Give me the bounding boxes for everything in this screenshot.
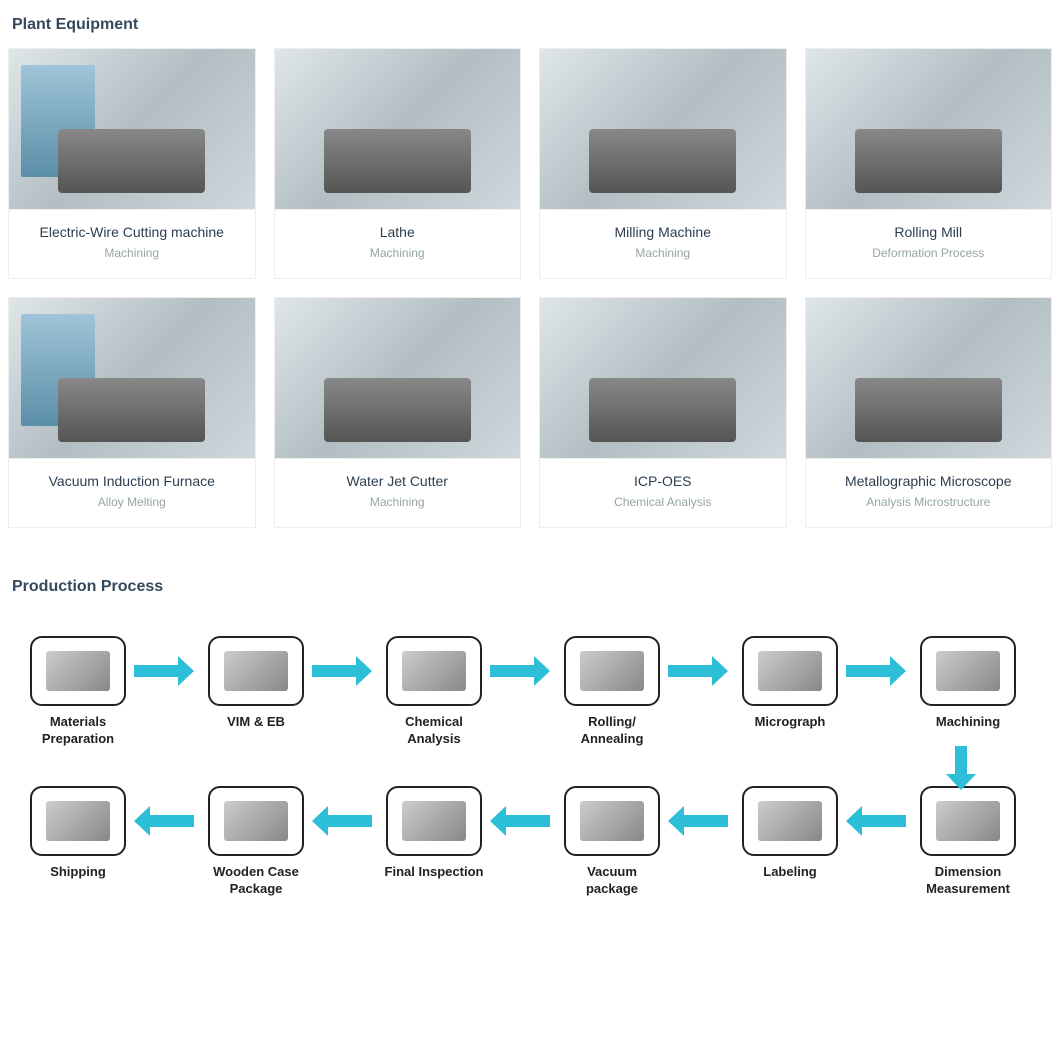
process-node-icon: [208, 636, 304, 706]
process-node: Shipping: [18, 786, 138, 881]
equipment-subtitle: Machining: [546, 246, 780, 260]
equipment-title: Metallographic Microscope: [812, 473, 1046, 489]
equipment-image: [540, 49, 786, 209]
equipment-subtitle: Machining: [281, 246, 515, 260]
process-node: Dimension Measurement: [908, 786, 1028, 898]
process-arrow: [946, 746, 976, 790]
equipment-title: Vacuum Induction Furnace: [15, 473, 249, 489]
equipment-image: [9, 49, 255, 209]
process-node-icon: [742, 636, 838, 706]
process-node: VIM & EB: [196, 636, 316, 731]
process-node-icon: [30, 636, 126, 706]
equipment-subtitle: Analysis Microstructure: [812, 495, 1046, 509]
process-node-label: Final Inspection: [385, 864, 484, 881]
equipment-image: [275, 298, 521, 458]
process-node: Micrograph: [730, 636, 850, 731]
process-arrow: [134, 806, 194, 836]
equipment-title: Milling Machine: [546, 224, 780, 240]
equipment-subtitle: Chemical Analysis: [546, 495, 780, 509]
equipment-card: Metallographic Microscope Analysis Micro…: [805, 297, 1053, 528]
equipment-subtitle: Deformation Process: [812, 246, 1046, 260]
process-node-label: Shipping: [50, 864, 106, 881]
process-node-label: Chemical Analysis: [405, 714, 463, 748]
equipment-image: [275, 49, 521, 209]
process-arrow: [134, 656, 194, 686]
process-node-label: Micrograph: [755, 714, 826, 731]
process-node-label: Vacuum package: [586, 864, 638, 898]
process-node-icon: [564, 636, 660, 706]
equipment-card: Lathe Machining: [274, 48, 522, 279]
equipment-image: [9, 298, 255, 458]
equipment-title: Rolling Mill: [812, 224, 1046, 240]
process-node: Wooden Case Package: [196, 786, 316, 898]
process-arrow: [846, 656, 906, 686]
equipment-grid: Electric-Wire Cutting machine Machining …: [8, 48, 1052, 528]
process-arrow: [668, 656, 728, 686]
process-node: Vacuum package: [552, 786, 672, 898]
production-process-heading: Production Process: [12, 578, 1052, 596]
process-node-icon: [30, 786, 126, 856]
process-arrow: [846, 806, 906, 836]
equipment-title: Lathe: [281, 224, 515, 240]
equipment-title: Electric-Wire Cutting machine: [15, 224, 249, 240]
process-node-icon: [208, 786, 304, 856]
process-node-label: Dimension Measurement: [926, 864, 1010, 898]
process-node-label: Wooden Case Package: [213, 864, 299, 898]
process-node-icon: [386, 786, 482, 856]
process-arrow: [312, 806, 372, 836]
process-node: Final Inspection: [374, 786, 494, 881]
process-arrow: [668, 806, 728, 836]
process-node: Chemical Analysis: [374, 636, 494, 748]
process-arrow: [490, 806, 550, 836]
equipment-title: ICP-OES: [546, 473, 780, 489]
process-node-label: Rolling/ Annealing: [581, 714, 644, 748]
equipment-title: Water Jet Cutter: [281, 473, 515, 489]
process-node: Machining: [908, 636, 1028, 731]
equipment-image: [540, 298, 786, 458]
equipment-card: Electric-Wire Cutting machine Machining: [8, 48, 256, 279]
process-node-icon: [564, 786, 660, 856]
equipment-card: Vacuum Induction Furnace Alloy Melting: [8, 297, 256, 528]
process-node-icon: [386, 636, 482, 706]
process-arrow: [490, 656, 550, 686]
plant-equipment-heading: Plant Equipment: [12, 16, 1052, 34]
equipment-subtitle: Machining: [281, 495, 515, 509]
process-node-label: Machining: [936, 714, 1000, 731]
process-node-icon: [742, 786, 838, 856]
equipment-image: [806, 49, 1052, 209]
process-node-label: Labeling: [763, 864, 816, 881]
equipment-image: [806, 298, 1052, 458]
equipment-subtitle: Alloy Melting: [15, 495, 249, 509]
equipment-card: Rolling Mill Deformation Process: [805, 48, 1053, 279]
process-arrow: [312, 656, 372, 686]
process-flowchart: Materials Preparation VIM & EB Chemical An…: [8, 636, 1048, 956]
process-node-label: VIM & EB: [227, 714, 285, 731]
equipment-subtitle: Machining: [15, 246, 249, 260]
equipment-card: ICP-OES Chemical Analysis: [539, 297, 787, 528]
process-node: Materials Preparation: [18, 636, 138, 748]
equipment-card: Water Jet Cutter Machining: [274, 297, 522, 528]
process-node: Labeling: [730, 786, 850, 881]
process-node: Rolling/ Annealing: [552, 636, 672, 748]
equipment-card: Milling Machine Machining: [539, 48, 787, 279]
process-node-icon: [920, 636, 1016, 706]
process-node-label: Materials Preparation: [42, 714, 114, 748]
process-node-icon: [920, 786, 1016, 856]
